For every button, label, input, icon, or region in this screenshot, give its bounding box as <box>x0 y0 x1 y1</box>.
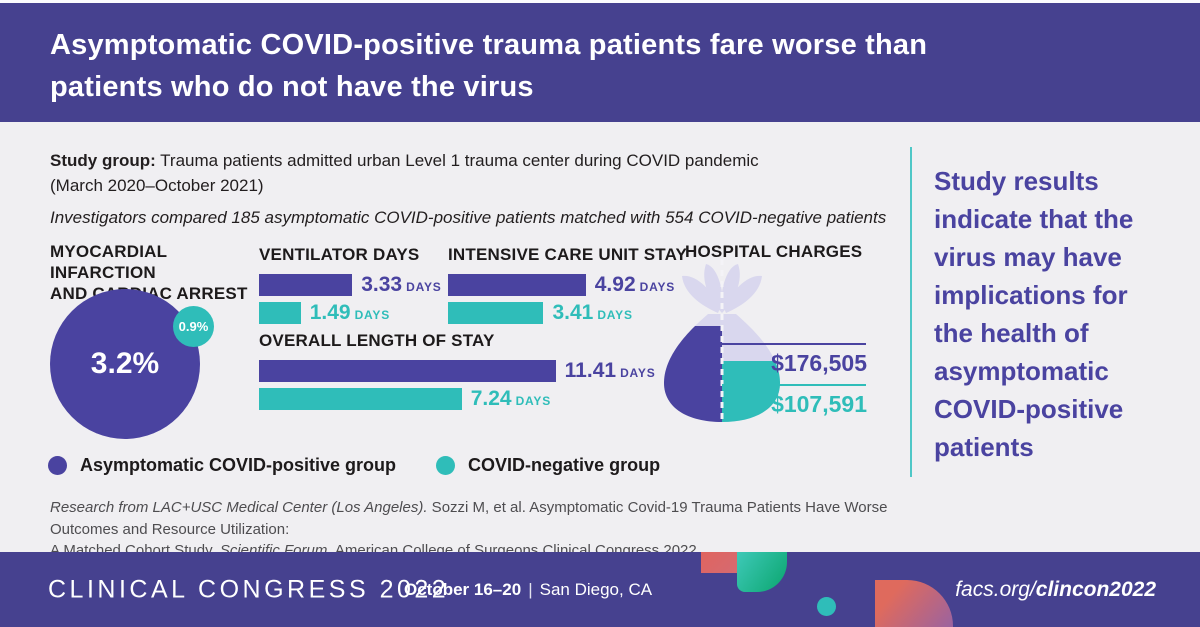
mi-negative-value: 0.9% <box>178 319 209 334</box>
icu-positive-unit: DAYS <box>639 280 676 294</box>
study-group-line2: (March 2020–October 2021) <box>50 176 264 195</box>
charges-chart: $176,505 $107,591 <box>660 256 872 430</box>
takeaway-text: Study results indicate that the virus ma… <box>934 166 1134 462</box>
los-positive-unit: DAYS <box>620 366 656 380</box>
footer-band: CLINICAL CONGRESS 2022 October 16–20 | San… <box>0 552 1200 627</box>
decorative-dot-icon <box>817 597 836 616</box>
los-positive-bar <box>259 360 556 382</box>
legend-negative-label: COVID-negative group <box>468 455 661 475</box>
congress-location: San Diego, CA <box>539 579 653 599</box>
los-positive-row: 11.41 DAYS <box>259 359 656 383</box>
study-group-text: Trauma patients admitted urban Level 1 t… <box>155 151 759 170</box>
los-chart: OVERALL LENGTH OF STAY 11.41 DAYS 7.24 DAY… <box>259 330 656 416</box>
charges-negative-value: $107,591 <box>771 391 867 417</box>
ventilator-positive-value: 3.33 DAYS <box>361 273 441 297</box>
decorative-square-icon <box>701 552 737 573</box>
icu-title: INTENSIVE CARE UNIT STAY <box>448 245 688 264</box>
congress-url-prefix: facs.org/ <box>955 577 1036 601</box>
congress-separator: | <box>528 579 533 599</box>
ventilator-positive-bar <box>259 274 353 296</box>
ventilator-negative-value: 1.49 DAYS <box>310 301 390 325</box>
icu-negative-row: 3.41 DAYS <box>448 301 687 325</box>
study-group-block: Study group: Trauma patients admitted ur… <box>50 148 900 230</box>
congress-date-range: October 16–20 <box>404 579 522 599</box>
study-comparison: Investigators compared 185 asymptomatic … <box>50 208 887 227</box>
los-title: OVERALL LENGTH OF STAY <box>259 331 495 350</box>
page-title-line1: Asymptomatic COVID-positive trauma patie… <box>50 29 928 61</box>
mi-positive-bubble: 3.2% <box>50 289 200 439</box>
page-title-line2: patients who do not have the virus <box>50 71 534 103</box>
los-positive-value: 11.41 DAYS <box>565 359 656 383</box>
los-negative-value: 7.24 DAYS <box>471 387 551 411</box>
ventilator-negative-number: 1.49 <box>309 301 351 324</box>
congress-url-bold: clincon2022 <box>1035 577 1156 601</box>
ventilator-positive-row: 3.33 DAYS <box>259 273 442 297</box>
citation-source: Research from LAC+USC Medical Center (Lo… <box>50 499 428 516</box>
decorative-corner-icon <box>875 580 953 627</box>
ventilator-negative-bar <box>259 302 301 324</box>
study-group-line1: Study group: Trauma patients admitted ur… <box>50 148 900 173</box>
icu-negative-value: 3.41 DAYS <box>552 301 632 325</box>
icu-positive-value: 4.92 DAYS <box>595 273 675 297</box>
mi-positive-value: 3.2% <box>90 347 160 380</box>
ventilator-title: VENTILATOR DAYS <box>259 245 420 264</box>
legend-negative-dot-icon <box>436 456 456 475</box>
ventilator-chart: VENTILATOR DAYS 3.33 DAYS 1.49 DAYS <box>259 244 442 330</box>
icu-positive-number: 4.92 <box>594 273 636 296</box>
los-positive-number: 11.41 <box>564 359 617 382</box>
charges-positive-value: $176,505 <box>771 350 867 376</box>
icu-negative-bar <box>448 302 544 324</box>
header-band: Asymptomatic COVID-positive trauma patie… <box>0 0 1200 122</box>
icu-positive-row: 4.92 DAYS <box>448 273 687 297</box>
icu-negative-unit: DAYS <box>597 308 633 322</box>
los-negative-bar <box>259 388 462 410</box>
congress-dates: October 16–20 | San Diego, CA <box>404 580 652 600</box>
mi-title-line1: MYOCARDIAL INFARCTION <box>50 242 167 282</box>
legend-positive-dot-icon <box>48 456 67 475</box>
page-title: Asymptomatic COVID-positive trauma patie… <box>50 24 927 108</box>
ventilator-positive-number: 3.33 <box>361 273 403 296</box>
ventilator-positive-unit: DAYS <box>406 280 442 294</box>
ventilator-negative-unit: DAYS <box>354 308 391 322</box>
los-negative-number: 7.24 <box>470 387 512 410</box>
legend-positive-label: Asymptomatic COVID-positive group <box>80 455 397 475</box>
mi-negative-bubble: 0.9% <box>173 306 214 347</box>
los-negative-row: 7.24 DAYS <box>259 387 656 411</box>
legend: Asymptomatic COVID-positive group COVID-… <box>48 455 660 476</box>
study-group-label: Study group: <box>50 151 156 170</box>
decorative-leaf-icon <box>737 552 787 592</box>
vertical-divider <box>910 147 912 477</box>
money-bag-icon <box>664 259 866 422</box>
citation: Research from LAC+USC Medical Center (Lo… <box>50 497 930 562</box>
icu-chart: INTENSIVE CARE UNIT STAY 4.92 DAYS 3.41 DA… <box>448 244 687 330</box>
icu-negative-number: 3.41 <box>552 301 594 324</box>
icu-positive-bar <box>448 274 586 296</box>
congress-title: CLINICAL CONGRESS 2022 <box>48 575 450 603</box>
charges-title: HOSPITAL CHARGES <box>685 242 863 261</box>
congress-url-link[interactable]: facs.org/clincon2022 <box>955 578 1156 602</box>
ventilator-negative-row: 1.49 DAYS <box>259 301 442 325</box>
los-negative-unit: DAYS <box>515 394 552 408</box>
citation-authors: Sozzi M, et al. Asymptomatic Covid-19 Tr… <box>50 499 888 538</box>
